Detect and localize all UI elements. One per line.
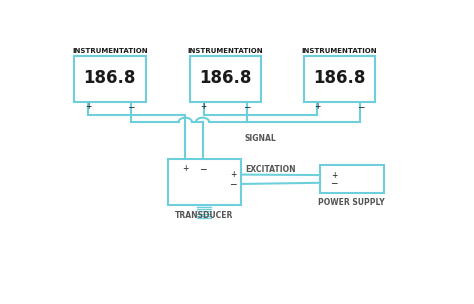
Bar (190, 56, 261, 102)
Bar (303, 56, 375, 102)
Text: INSTRUMENTATION: INSTRUMENTATION (301, 47, 377, 54)
Bar (320, 165, 384, 193)
Text: EXCITATION: EXCITATION (245, 165, 295, 174)
Text: 186.8: 186.8 (313, 69, 365, 87)
Text: −: − (229, 179, 237, 188)
Text: +: + (314, 102, 321, 111)
Bar (74, 56, 146, 102)
Text: +: + (85, 102, 91, 111)
Text: TRANSDUCER: TRANSDUCER (175, 211, 234, 220)
Text: +: + (201, 102, 207, 111)
Text: +: + (230, 170, 236, 179)
Text: +: + (182, 164, 189, 173)
Text: INSTRUMENTATION: INSTRUMENTATION (188, 47, 263, 54)
Text: −: − (199, 164, 206, 173)
Text: +: + (331, 171, 337, 180)
Text: POWER SUPPLY: POWER SUPPLY (318, 198, 384, 207)
Text: −: − (357, 102, 364, 111)
Text: SIGNAL: SIGNAL (245, 134, 276, 143)
Text: −: − (243, 102, 250, 111)
Bar (168, 159, 241, 205)
Text: −: − (330, 178, 338, 187)
Text: 186.8: 186.8 (83, 69, 136, 87)
Text: −: − (127, 102, 135, 111)
Text: 186.8: 186.8 (199, 69, 252, 87)
Text: INSTRUMENTATION: INSTRUMENTATION (72, 47, 147, 54)
